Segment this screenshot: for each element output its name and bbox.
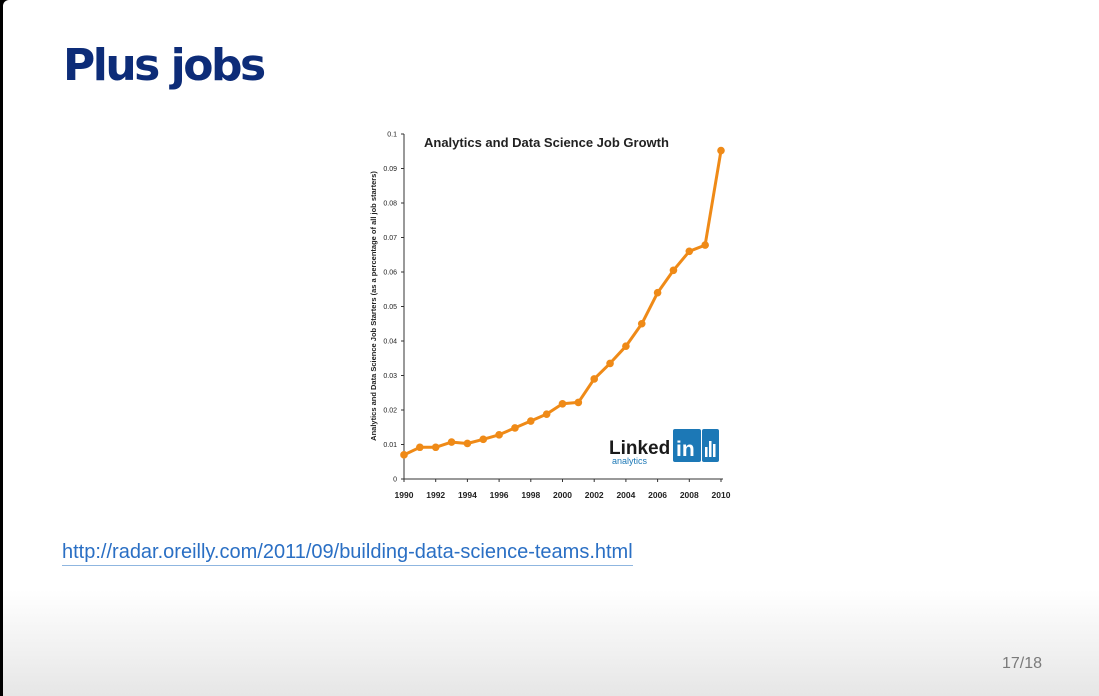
slide-title: Plus jobs [63, 40, 266, 91]
data-point [606, 359, 614, 368]
data-point [685, 247, 694, 256]
bars-icon-bar [709, 441, 712, 457]
data-point [447, 438, 456, 446]
data-point [527, 417, 535, 425]
data-point [431, 443, 440, 452]
data-point [622, 342, 630, 350]
data-point [653, 288, 662, 297]
bars-icon [705, 447, 708, 457]
data-point [511, 424, 519, 432]
data-point [400, 451, 408, 459]
chart-title: Analytics and Data Science Job Growth [424, 135, 669, 150]
x-tick-label: 1994 [458, 490, 477, 500]
page-number: 17/18 [1001, 655, 1042, 672]
data-point [574, 398, 583, 407]
y-tick-label: 0.03 [383, 373, 397, 380]
y-tick-label: 0 [393, 477, 397, 484]
y-tick-label: 0.09 [383, 166, 397, 173]
x-tick-label: 1998 [521, 490, 540, 500]
data-point [479, 435, 488, 444]
y-tick-label: 0.01 [383, 442, 397, 449]
linkedin-in-mark: in [676, 438, 695, 461]
x-tick-label: 1996 [490, 490, 509, 500]
series-line-group [400, 146, 725, 459]
x-tick-label: 2002 [585, 490, 604, 500]
x-tick-label: 2004 [616, 490, 635, 500]
data-point [637, 319, 646, 328]
linkedin-wordmark: Linked [609, 438, 670, 459]
y-tick-label: 0.02 [383, 408, 397, 415]
y-tick-label: 0.04 [383, 339, 397, 346]
data-point [463, 439, 472, 448]
job-growth-chart: 0 0.01 0.02 0.03 0.04 0.05 0.06 0.07 0.08 0.09 0.1… [369, 132, 731, 501]
x-tick-labels: 1990 1992 1994 1996 1998 2000 2002 2004 2006 2008… [395, 479, 731, 500]
x-tick-label: 1990 [395, 490, 414, 500]
bars-icon-bar [713, 444, 716, 457]
x-tick-label: 2008 [680, 490, 699, 500]
y-tick-label: 0.08 [383, 201, 397, 208]
linkedin-analytics-logo: Linked in analytics [609, 429, 719, 466]
x-tick-label: 2006 [648, 490, 667, 500]
data-point [669, 266, 678, 275]
y-tick-label: 0.1 [387, 132, 397, 139]
data-point [495, 431, 503, 439]
x-tick-label: 2010 [712, 490, 731, 500]
source-link[interactable]: http://radar.oreilly.com/2011/09/buildin… [62, 541, 633, 566]
data-point [558, 399, 567, 408]
linkedin-in-box [673, 429, 701, 462]
linkedin-analytics-sub: analytics [612, 456, 648, 466]
chart-axes [403, 134, 723, 480]
x-tick-label: 2000 [553, 490, 572, 500]
y-axis-label: Analytics and Data Science Job Starters … [369, 171, 378, 441]
slide: Plus jobs 0 0.01 0.02 0.03 0.04 0.05 0.06 0.07 0… [3, 0, 1099, 696]
y-tick-labels: 0 0.01 0.02 0.03 0.04 0.05 0.06 0.07 0.08 0.09 0.1 [383, 132, 404, 484]
data-point [717, 146, 725, 155]
data-point [701, 241, 709, 249]
series-line [403, 150, 723, 457]
y-tick-label: 0.07 [383, 235, 397, 242]
data-point [542, 410, 551, 418]
y-tick-label: 0.06 [383, 270, 397, 277]
x-tick-label: 1992 [426, 490, 445, 500]
data-point [416, 443, 424, 452]
data-point [590, 375, 598, 383]
y-tick-label: 0.05 [383, 304, 397, 311]
